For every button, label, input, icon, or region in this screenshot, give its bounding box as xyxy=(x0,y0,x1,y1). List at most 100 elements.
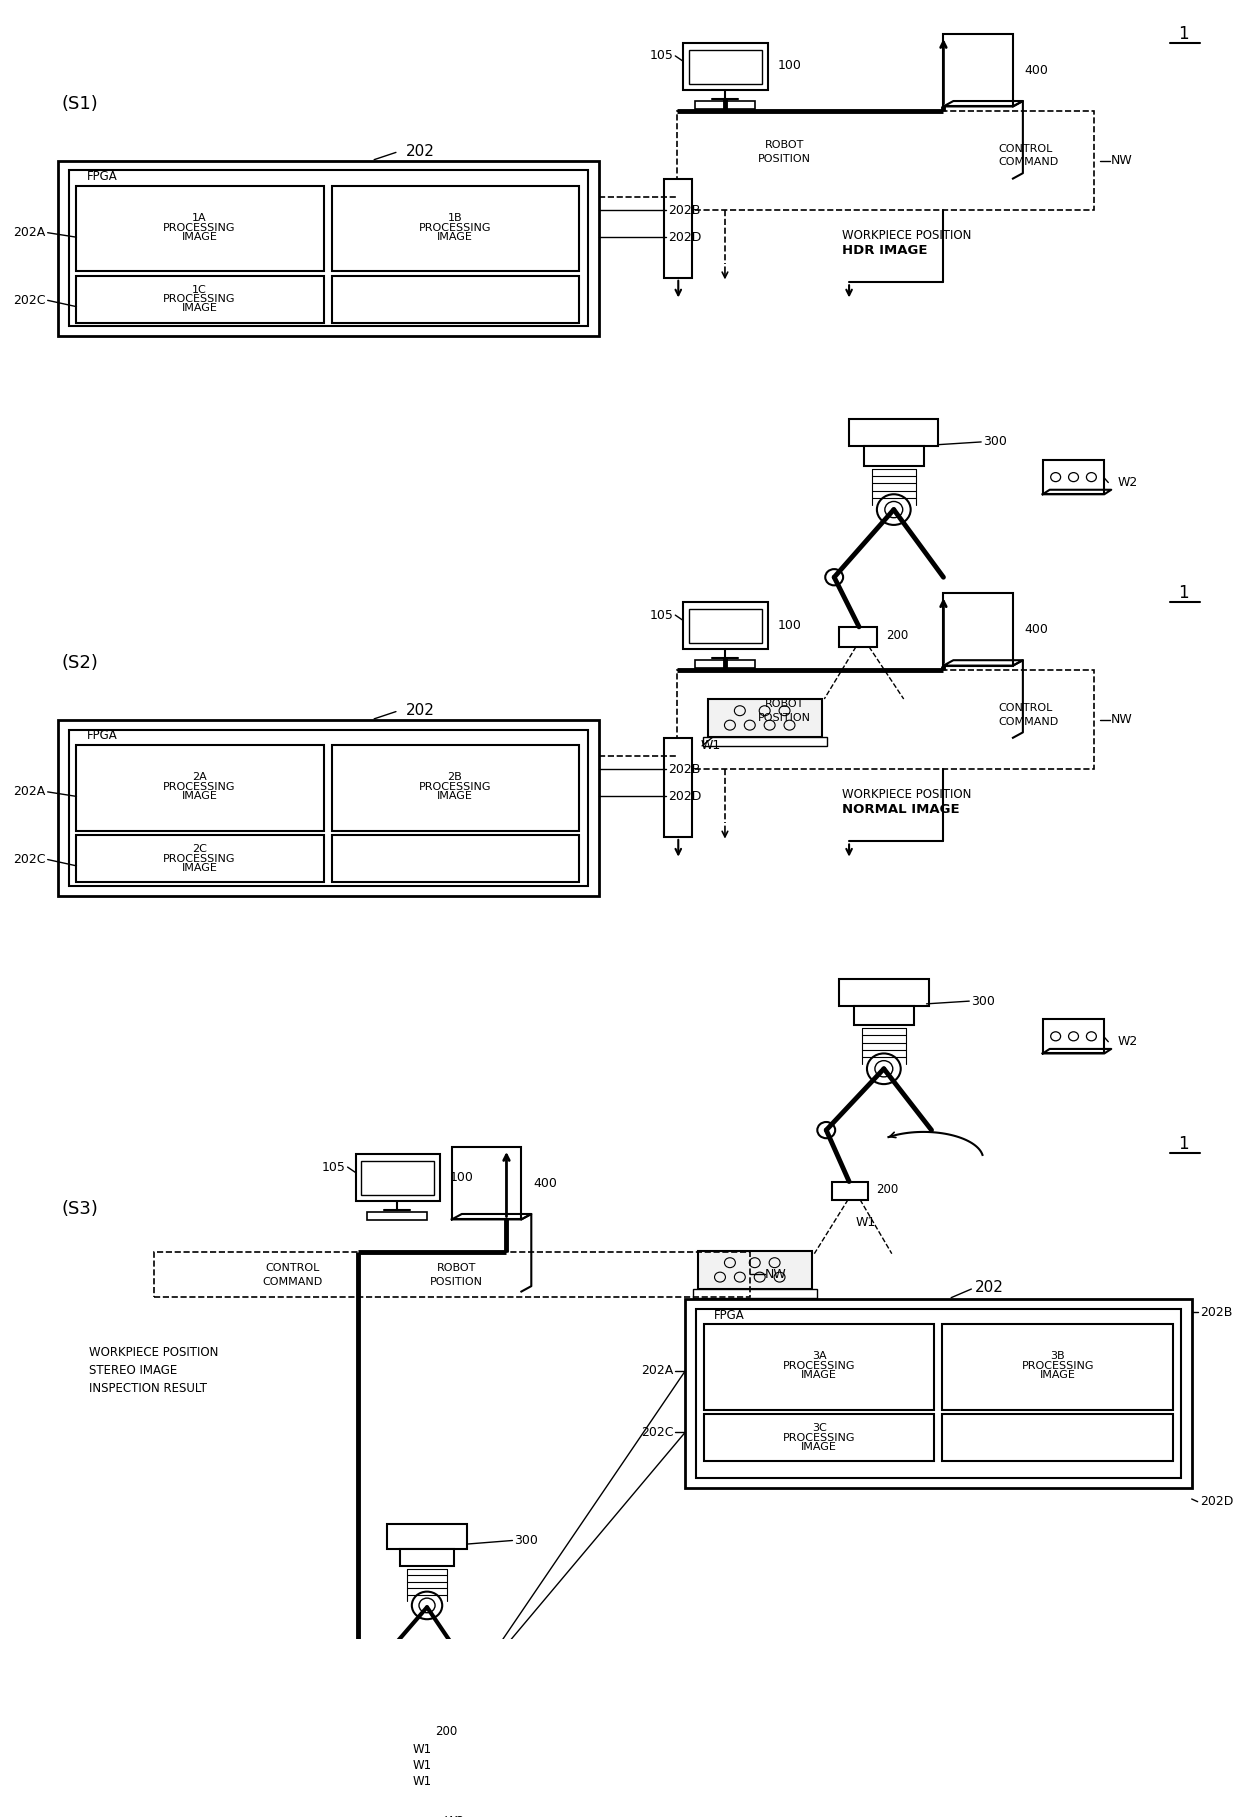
Bar xyxy=(839,979,929,1005)
Text: HDR IMAGE: HDR IMAGE xyxy=(842,243,928,258)
Text: 400: 400 xyxy=(1025,64,1049,76)
Bar xyxy=(693,1288,817,1297)
Bar xyxy=(944,594,1013,665)
Text: ROBOT: ROBOT xyxy=(765,140,805,151)
Text: 202B: 202B xyxy=(1199,1306,1233,1319)
Bar xyxy=(134,1808,144,1817)
Text: 202D: 202D xyxy=(1199,1495,1233,1508)
Bar xyxy=(367,1212,427,1221)
Text: WORKPIECE POSITION: WORKPIECE POSITION xyxy=(89,1346,218,1359)
Bar xyxy=(356,1154,440,1201)
Bar xyxy=(1043,460,1105,494)
Bar xyxy=(77,836,324,881)
Bar xyxy=(68,730,588,885)
Text: 202A: 202A xyxy=(14,225,46,240)
Text: NW: NW xyxy=(765,1268,786,1281)
Bar xyxy=(331,185,579,271)
Text: NORMAL IMAGE: NORMAL IMAGE xyxy=(842,803,960,816)
Text: NW: NW xyxy=(1110,714,1132,727)
Text: POSITION: POSITION xyxy=(758,154,811,164)
Bar xyxy=(77,185,324,271)
Text: PROCESSING: PROCESSING xyxy=(782,1361,856,1372)
Bar xyxy=(451,1147,521,1219)
Text: 1C: 1C xyxy=(192,285,207,294)
Bar xyxy=(696,660,755,669)
Bar xyxy=(704,1325,935,1410)
Text: 1: 1 xyxy=(1178,585,1189,603)
Text: POSITION: POSITION xyxy=(758,712,811,723)
Bar xyxy=(686,1299,1192,1488)
Bar xyxy=(379,1723,397,1739)
Bar xyxy=(689,49,761,84)
Text: W1: W1 xyxy=(412,1759,432,1772)
Text: 3B: 3B xyxy=(1050,1352,1065,1361)
Text: WORKPIECE POSITION: WORKPIECE POSITION xyxy=(842,789,971,801)
Text: 2C: 2C xyxy=(192,843,207,854)
Bar xyxy=(864,447,924,467)
Text: IMAGE: IMAGE xyxy=(436,233,472,242)
Text: CONTROL: CONTROL xyxy=(998,703,1053,712)
Bar xyxy=(57,160,599,336)
Text: 202D: 202D xyxy=(668,231,702,243)
Text: PROCESSING: PROCESSING xyxy=(164,223,236,233)
Text: CONTROL: CONTROL xyxy=(998,144,1053,154)
Bar xyxy=(708,700,822,738)
Bar xyxy=(854,1005,914,1025)
Text: 202B: 202B xyxy=(668,763,701,776)
Bar xyxy=(408,1568,446,1601)
Text: PROCESSING: PROCESSING xyxy=(164,854,236,863)
Text: 100: 100 xyxy=(450,1170,474,1183)
Bar xyxy=(331,276,579,323)
Bar xyxy=(849,420,939,447)
Text: POSITION: POSITION xyxy=(430,1277,484,1286)
Bar xyxy=(402,1723,419,1739)
Text: W1: W1 xyxy=(412,1775,432,1788)
Text: 3A: 3A xyxy=(812,1352,827,1361)
Text: PROCESSING: PROCESSING xyxy=(164,783,236,792)
Text: 202C: 202C xyxy=(641,1426,673,1439)
Text: IMAGE: IMAGE xyxy=(182,792,217,801)
Text: 202C: 202C xyxy=(14,294,46,307)
Text: 105: 105 xyxy=(321,1161,346,1174)
Text: IMAGE: IMAGE xyxy=(436,792,472,801)
Text: INSPECTION RESULT: INSPECTION RESULT xyxy=(89,1383,207,1395)
Bar xyxy=(77,276,324,323)
Text: IMAGE: IMAGE xyxy=(801,1441,837,1452)
Text: FPGA: FPGA xyxy=(87,729,117,743)
Bar xyxy=(154,1252,750,1297)
Text: COMMAND: COMMAND xyxy=(998,158,1058,167)
Text: PROCESSING: PROCESSING xyxy=(164,294,236,305)
Bar xyxy=(862,1028,905,1065)
Bar xyxy=(362,1161,434,1196)
Text: ROBOT: ROBOT xyxy=(438,1263,476,1274)
Bar xyxy=(57,720,599,896)
Bar xyxy=(387,1524,467,1548)
Text: 300: 300 xyxy=(515,1534,538,1546)
Bar xyxy=(401,1548,454,1566)
Text: 202A: 202A xyxy=(14,785,46,798)
Text: 105: 105 xyxy=(650,609,673,621)
Text: 1B: 1B xyxy=(448,213,463,223)
Text: 202A: 202A xyxy=(641,1365,673,1377)
Text: PROCESSING: PROCESSING xyxy=(419,223,491,233)
Text: STEREO IMAGE: STEREO IMAGE xyxy=(89,1365,177,1377)
Text: IMAGE: IMAGE xyxy=(1039,1370,1075,1381)
Text: NW: NW xyxy=(1110,154,1132,167)
Bar xyxy=(331,836,579,881)
Text: 202: 202 xyxy=(405,703,435,718)
Bar xyxy=(839,627,877,647)
Text: 1: 1 xyxy=(1178,1134,1189,1152)
Text: 105: 105 xyxy=(650,49,673,62)
Text: 202D: 202D xyxy=(668,790,702,803)
Bar xyxy=(331,745,579,830)
Text: PROCESSING: PROCESSING xyxy=(782,1432,856,1443)
Bar xyxy=(665,738,692,838)
Bar xyxy=(696,1308,1180,1479)
Text: 200: 200 xyxy=(875,1183,898,1196)
Bar xyxy=(942,1414,1173,1461)
Text: COMMAND: COMMAND xyxy=(998,716,1058,727)
Bar xyxy=(703,738,827,747)
Bar xyxy=(944,35,1013,107)
Bar xyxy=(665,178,692,278)
Bar xyxy=(109,1804,198,1817)
